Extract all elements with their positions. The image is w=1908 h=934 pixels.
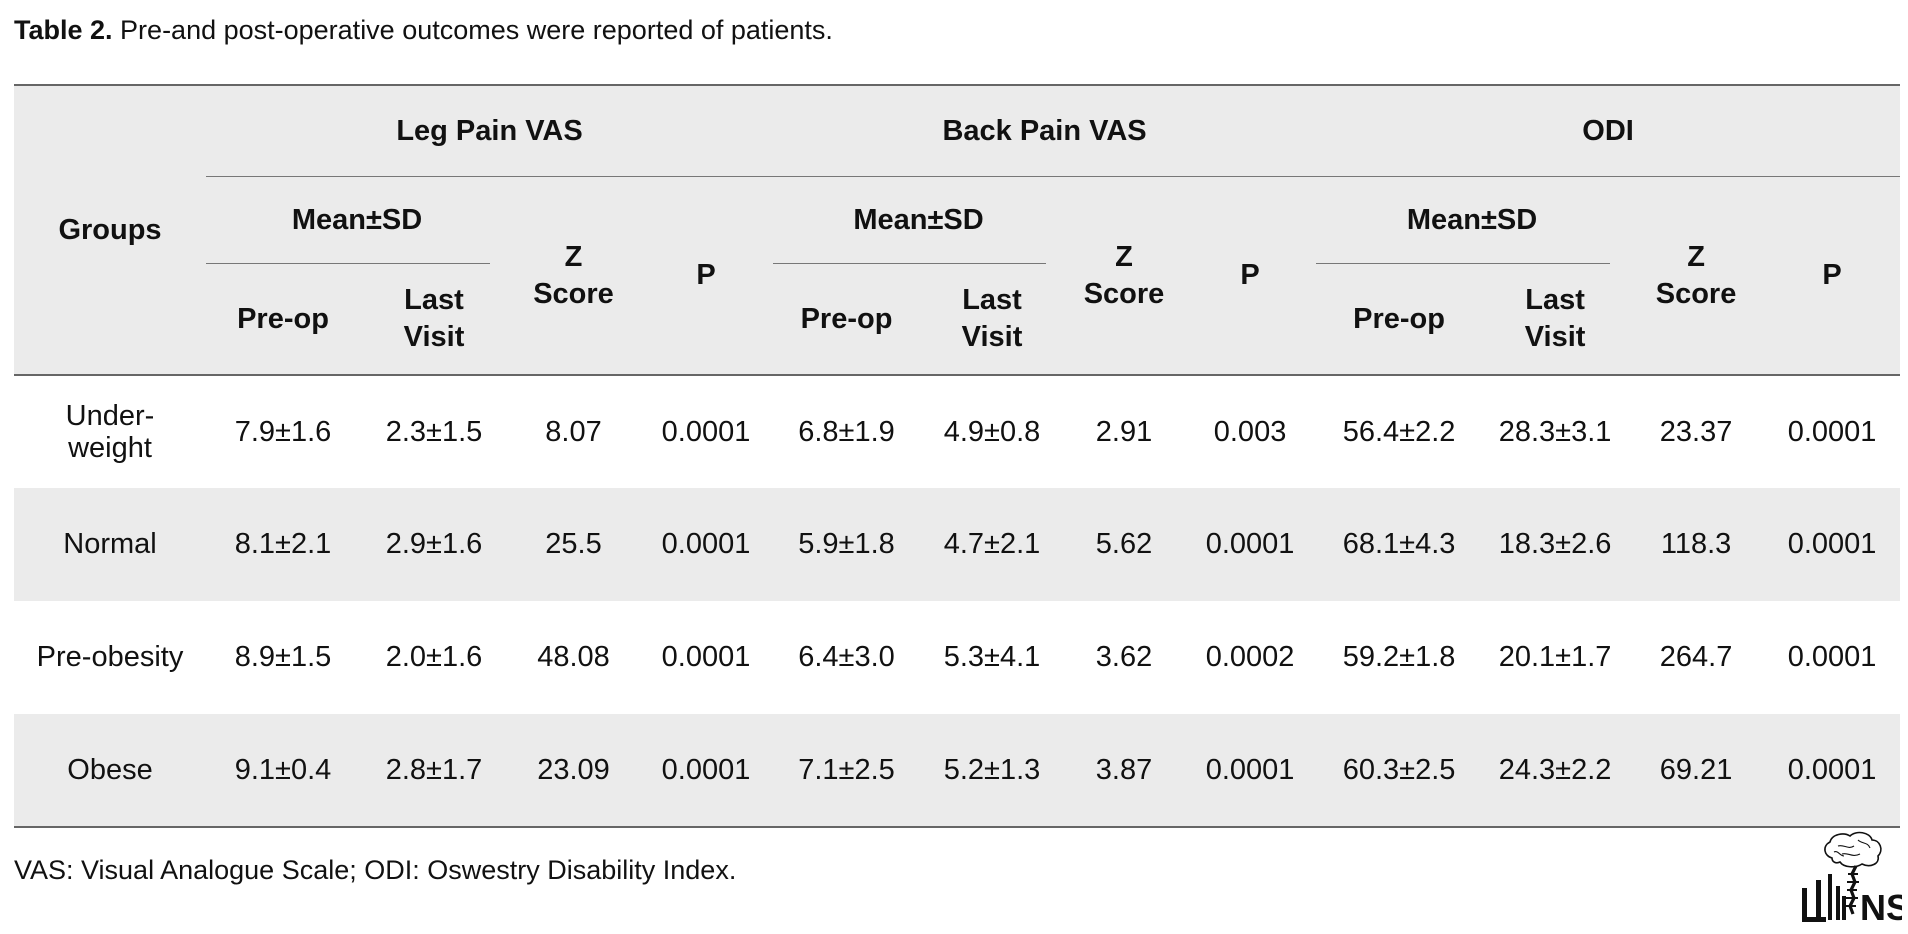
value-cell: 0.0001 [1787,753,1877,786]
leg-last-visit-header: Last Visit [360,264,508,376]
odi-pre-op-header: Pre-op [1316,264,1483,376]
value-cell: 0.0001 [1787,415,1877,448]
odi-header: ODI [1316,85,1901,177]
group-cell: Normal [63,528,157,560]
value-cell: 69.21 [1659,753,1733,786]
value-cell: 4.9±0.8 [943,415,1041,448]
value-cell: 0.0001 [1205,528,1295,560]
header-row-timepoints: Pre-op Last Visit Pre-op Last Visit Pre-op… [14,264,1900,376]
table-row: Pre-obesity 8.9±1.5 2.0±1.6 48.08 0.0001 6.4±… [14,601,1900,714]
table-body: Under-weight 7.9±1.6 2.3±1.5 8.07 0.0001 6.8±… [14,375,1901,827]
value-cell: 2.8±1.7 [385,753,483,786]
brain-spine-logo-icon: NS [1802,831,1902,924]
value-cell: 0.0001 [661,528,751,560]
value-cell: 0.003 [1213,415,1287,448]
outcomes-table: Groups Leg Pain VAS Back Pain VAS ODI Me… [14,84,1901,828]
back-mean-sd-header: Mean±SD [773,177,1064,265]
value-cell: 5.2±1.3 [943,753,1041,786]
value-cell: 2.91 [1095,415,1153,448]
back-z-score-header: Z Score [1064,176,1185,376]
value-cell: 0.0002 [1205,641,1295,673]
group-cell: Under-weight [65,400,155,464]
leg-mean-sd-header: Mean±SD [206,177,508,265]
table-footnote: VAS: Visual Analogue Scale; ODI: Oswestr… [14,855,737,885]
back-pain-vas-header: Back Pain VAS [773,85,1317,177]
value-cell: 24.3±2.2 [1498,753,1612,786]
group-cell: Pre-obesity [36,641,184,673]
leg-z-score-header: Z Score [508,176,639,376]
value-cell: 0.0001 [1787,528,1877,560]
table-caption-text: Pre-and post-operative outcomes were rep… [112,15,833,45]
value-cell: 2.3±1.5 [385,415,483,448]
value-cell: 0.0001 [1787,641,1877,673]
table-header: Groups Leg Pain VAS Back Pain VAS ODI Me… [14,85,1901,376]
value-cell: 8.1±2.1 [234,528,332,560]
value-cell: 8.9±1.5 [234,641,332,673]
value-cell: 4.7±2.1 [943,528,1041,560]
value-cell: 5.3±4.1 [943,641,1041,673]
value-cell: 0.0001 [1205,753,1295,786]
value-cell: 68.1±4.3 [1342,528,1456,560]
value-cell: 23.09 [537,753,610,786]
table-row: Under-weight 7.9±1.6 2.3±1.5 8.07 0.0001 6.8±… [14,375,1900,488]
value-cell: 20.1±1.7 [1498,641,1612,673]
back-pre-op-header: Pre-op [773,264,921,376]
back-last-visit-header: Last Visit [920,264,1065,376]
value-cell: 23.37 [1659,415,1733,448]
value-cell: 48.08 [537,641,610,673]
value-cell: 3.62 [1095,641,1153,673]
value-cell: 60.3±2.5 [1342,753,1456,786]
value-cell: 118.3 [1660,528,1732,560]
value-cell: 0.0001 [661,641,751,673]
table-caption: Table 2. Pre-and post-operative outcomes… [14,12,833,48]
logo-text: NS [1860,887,1902,924]
header-row-stats: Mean±SD Z Score P Mean±SD Z Score P Mean±S… [14,176,1901,376]
value-cell: 56.4±2.2 [1342,415,1456,448]
value-cell: 5.62 [1095,528,1153,560]
value-cell: 7.9±1.6 [234,415,332,448]
value-cell: 6.8±1.9 [798,415,895,448]
value-cell: 59.2±1.8 [1342,641,1456,673]
leg-p-header: P [639,176,774,376]
value-cell: 7.1±2.5 [798,753,895,786]
value-cell: 3.87 [1095,753,1153,786]
odi-mean-sd-header: Mean±SD [1316,177,1628,265]
value-cell: 0.0001 [661,753,751,786]
value-cell: 9.1±0.4 [234,753,332,786]
groups-header: Groups [14,85,206,376]
odi-last-visit-header: Last Visit [1482,264,1629,376]
table-row: Normal 8.1±2.1 2.9±1.6 25.5 0.0001 5.9±1.8 4.7… [14,488,1901,601]
value-cell: 8.07 [545,415,602,448]
value-cell: 5.9±1.8 [798,528,895,560]
value-cell: 18.3±2.6 [1498,528,1612,560]
odi-p-header: P [1764,176,1901,376]
value-cell: 0.0001 [661,415,751,448]
value-cell: 2.9±1.6 [385,528,483,560]
group-cell: Obese [67,753,153,786]
leg-pain-vas-header: Leg Pain VAS [206,85,774,177]
value-cell: 264.7 [1659,641,1733,673]
table-row: Obese 9.1±0.4 2.8±1.7 23.09 0.0001 7.1±2.5 5.2… [14,714,1901,827]
value-cell: 28.3±3.1 [1498,415,1612,448]
odi-z-score-header: Z Score [1628,176,1765,376]
value-cell: 25.5 [545,528,602,560]
leg-pre-op-header: Pre-op [206,264,360,376]
table-caption-label: Table 2. [14,15,113,45]
value-cell: 2.0±1.6 [385,641,483,673]
value-cell: 6.4±3.0 [798,641,895,673]
header-row-measures: Groups Leg Pain VAS Back Pain VAS ODI [14,85,1901,376]
back-p-header: P [1184,176,1317,376]
